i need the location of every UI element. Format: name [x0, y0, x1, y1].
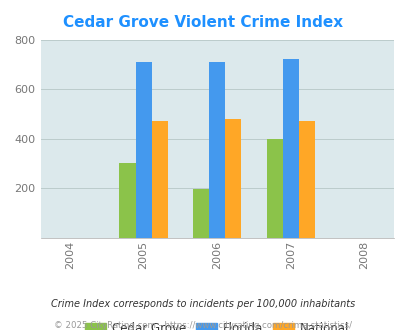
Legend: Cedar Grove, Florida, National: Cedar Grove, Florida, National — [81, 319, 352, 330]
Text: © 2025 CityRating.com - https://www.cityrating.com/crime-statistics/: © 2025 CityRating.com - https://www.city… — [54, 321, 351, 330]
Bar — [282, 59, 298, 238]
Bar — [225, 119, 241, 238]
Text: Cedar Grove Violent Crime Index: Cedar Grove Violent Crime Index — [63, 15, 342, 30]
Bar — [151, 121, 168, 238]
Text: Crime Index corresponds to incidents per 100,000 inhabitants: Crime Index corresponds to incidents per… — [51, 299, 354, 309]
Bar — [135, 62, 151, 238]
Bar — [298, 121, 314, 238]
Bar — [192, 189, 209, 238]
Bar — [209, 62, 225, 238]
Bar — [266, 139, 282, 238]
Bar — [119, 163, 135, 238]
